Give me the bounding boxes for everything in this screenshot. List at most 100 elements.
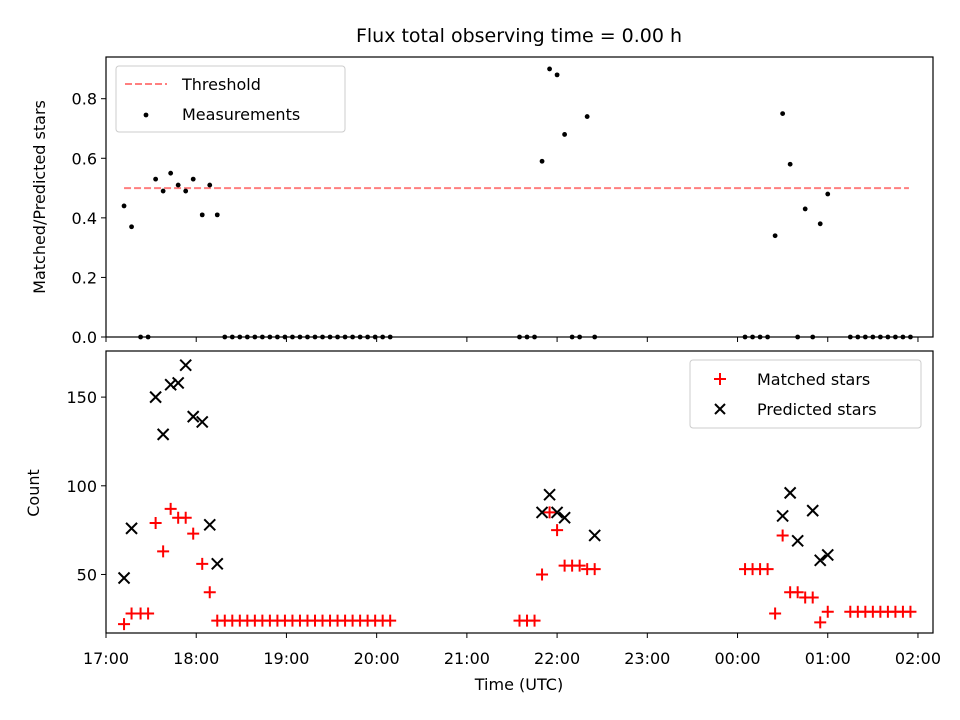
predicted-star-point — [535, 506, 549, 519]
measurement-point — [160, 188, 166, 194]
ratio-y-tick-label: 0.6 — [72, 149, 97, 168]
matched-star-point — [769, 607, 782, 620]
predicted-star-point — [196, 415, 209, 429]
predicted-star-point — [821, 548, 834, 562]
measurement-point — [780, 111, 786, 116]
measurement-point — [199, 212, 205, 218]
time-x-tick-label: 19:00 — [263, 649, 309, 668]
measurement-point — [562, 132, 568, 137]
matched-star-point — [157, 545, 170, 558]
measurement-point — [121, 203, 127, 209]
measurement-point — [554, 72, 560, 78]
predicted-star-point — [164, 378, 177, 391]
matched-star-point — [551, 524, 564, 537]
time-x-tick-label: 22:00 — [534, 649, 580, 668]
measurements-legend-label: Measurements — [182, 105, 300, 124]
predicted-star-point — [149, 390, 162, 404]
matched-star-point — [142, 607, 155, 620]
matched-star-point — [573, 559, 586, 572]
count-legend-box — [689, 359, 922, 429]
matched-star-point — [536, 568, 549, 581]
matched-star-point — [528, 614, 541, 627]
ratio-y-tick-label: 0.0 — [72, 328, 97, 347]
ratio-legend: Threshold Measurements — [115, 65, 346, 133]
count-panel-frame — [105, 350, 934, 634]
count-plot-area — [117, 358, 917, 631]
count-y-axis-label: Count — [24, 469, 43, 517]
time-x-tick-label: 23:00 — [624, 649, 670, 668]
predicted-star-point — [203, 518, 216, 532]
time-x-tick-label: 20:00 — [354, 649, 400, 668]
predicted-stars-legend-label: Predicted stars — [757, 400, 877, 419]
measurement-point — [547, 66, 552, 72]
predicted-star-point — [171, 376, 185, 390]
measurement-point — [153, 176, 159, 182]
ratio-y-tick-label: 0.2 — [72, 268, 97, 287]
measurement-point — [168, 170, 174, 176]
matched-star-point — [179, 511, 192, 524]
time-x-tick-label: 01:00 — [805, 649, 851, 668]
matched-star-point — [821, 605, 834, 618]
predicted-star-point — [125, 522, 138, 535]
chart-title: Flux total observing time = 0.00 h — [356, 25, 682, 47]
count-panel: 50 100 150 17:00 18:00 19:00 20:00 21:00 22:00 2… — [24, 350, 941, 694]
measurement-point — [787, 161, 793, 167]
matched-star-point — [588, 563, 601, 576]
time-x-tick-label: 17:00 — [83, 649, 129, 668]
measurement-point — [539, 158, 545, 164]
ratio-y-tick-label: 0.8 — [72, 90, 97, 109]
measurements-legend-marker — [143, 112, 149, 118]
ratio-x-axis — [105, 337, 919, 342]
predicted-star-point — [588, 529, 601, 542]
measurement-point — [825, 191, 831, 197]
matched-star-point — [814, 616, 827, 629]
time-x-tick-label: 00:00 — [714, 649, 760, 668]
matched-star-point — [164, 502, 177, 515]
ratio-y-tick-label: 0.4 — [72, 209, 97, 228]
matched-star-point — [806, 591, 819, 604]
measurement-point — [817, 221, 823, 227]
predicted-star-point — [179, 358, 192, 372]
threshold-legend-label: Threshold — [181, 75, 261, 94]
matched-star-point — [187, 527, 200, 540]
ratio-legend-box — [115, 65, 346, 133]
measurement-point — [129, 224, 134, 230]
matched-star-point — [196, 557, 209, 570]
time-x-tick-label: 21:00 — [444, 649, 490, 668]
matched-star-point — [384, 614, 397, 627]
time-x-axis: 17:00 18:00 19:00 20:00 21:00 22:00 23:00 00:00… — [83, 633, 941, 668]
measurement-point — [190, 176, 196, 182]
predicted-star-point — [806, 504, 819, 517]
predicted-star-point — [814, 554, 827, 567]
measurement-point — [183, 188, 189, 194]
ratio-panel: 0.00.20.40.60.8 Matched/Predicted stars … — [30, 56, 934, 347]
time-x-axis-label: Time (UTC) — [474, 675, 563, 694]
count-y-tick-label: 50 — [77, 565, 97, 584]
matched-star-point — [761, 563, 774, 576]
measurement-point — [584, 114, 590, 119]
predicted-star-point — [187, 410, 200, 423]
predicted-star-point — [543, 488, 556, 501]
matched-star-point — [791, 586, 804, 599]
measurement-point — [207, 182, 213, 188]
ratio-y-axis-label: Matched/Predicted stars — [30, 100, 49, 294]
matched-stars-legend-marker — [714, 373, 726, 385]
ratio-panel-frame — [105, 56, 934, 338]
measurement-point — [214, 212, 220, 218]
predicted-star-point — [776, 509, 789, 523]
predicted-star-point — [558, 511, 571, 524]
count-y-tick-label: 150 — [66, 388, 97, 407]
predicted-star-point — [791, 534, 804, 547]
matched-star-point — [118, 618, 131, 631]
time-x-tick-label: 18:00 — [173, 649, 219, 668]
predicted-star-point — [211, 557, 224, 571]
predicted-stars-legend-marker — [714, 403, 726, 415]
matched-star-point — [543, 506, 556, 519]
matched-star-point — [904, 605, 917, 618]
measurement-point — [175, 182, 181, 188]
matched-star-point — [776, 529, 789, 542]
predicted-star-point — [117, 571, 131, 585]
count-legend: Matched stars Predicted stars — [689, 359, 922, 429]
predicted-star-point — [783, 486, 797, 500]
time-x-tick-label: 02:00 — [895, 649, 941, 668]
